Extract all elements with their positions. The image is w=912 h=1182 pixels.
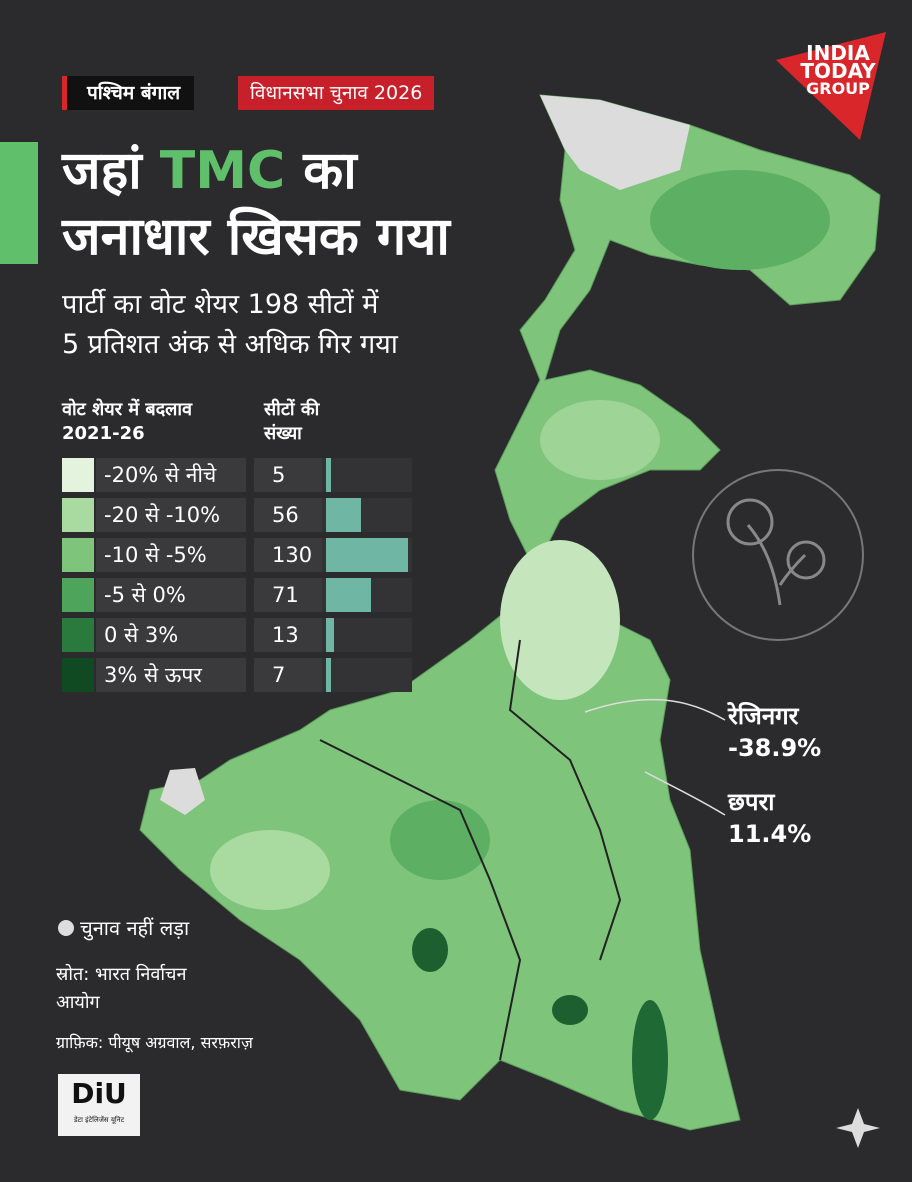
legend-count: 71 (254, 578, 322, 612)
legend-heading: वोट शेयर में बदलाव 2021-26 (62, 398, 192, 446)
diu-logo: DiU डेटा इंटेलिजेंस यूनिट (58, 1074, 140, 1136)
source: स्रोत: भारत निर्वाचन (56, 964, 187, 985)
legend-label: 3% से ऊपर (96, 658, 246, 692)
legend-heading: सीटों की संख्या (264, 398, 319, 446)
legend-bar (326, 498, 362, 532)
legend-count: 5 (254, 458, 322, 492)
legend-bar (326, 578, 371, 612)
election-badge: विधानसभा चुनाव 2026 (238, 76, 435, 110)
legend-bar (326, 658, 331, 692)
title-text: का (303, 141, 357, 201)
legend-label: -5 से 0% (96, 578, 246, 612)
legend-swatch (62, 658, 94, 692)
accent-bar (0, 142, 38, 264)
region-patch (632, 1000, 668, 1120)
legend-heading-text: संख्या (264, 423, 302, 444)
legend-heading-text: सीटों की (264, 399, 320, 420)
annotation-place: रेजिनगर (728, 702, 799, 730)
legend-label: -20 से -10% (96, 498, 246, 532)
not-contested-area (540, 95, 690, 190)
legend-count: 7 (254, 658, 322, 692)
title-text: जहां (62, 141, 142, 201)
legend-count: 13 (254, 618, 322, 652)
annotation-value: -38.9% (728, 734, 822, 762)
diu-text: DiU (71, 1077, 127, 1110)
region-patch (210, 830, 330, 910)
legend-bar-bg (322, 618, 412, 652)
region-patch (500, 540, 620, 700)
region-patch (552, 995, 588, 1025)
region-patch (650, 170, 830, 270)
annotation: छपरा 11.4% (728, 786, 811, 850)
party-symbol (786, 540, 826, 580)
sparkle-icon (836, 1108, 880, 1148)
subtitle: 5 प्रतिशत अंक से अधिक गिर गया (62, 329, 398, 360)
credit: ग्राफ़िक: पीयूष अग्रवाल, सरफ़राज़ (56, 1033, 253, 1052)
region-patch (390, 800, 490, 880)
region-badge: पश्चिम बंगाल (62, 76, 195, 110)
india-today-logo: INDIA TODAY GROUP (788, 41, 888, 98)
party-symbol-ring (692, 469, 864, 641)
not-contested-area (160, 768, 205, 815)
note-dot (58, 920, 74, 936)
annotation-leader (644, 771, 726, 816)
division-border (508, 639, 622, 961)
party-symbol (726, 498, 774, 546)
legend-bar (326, 538, 408, 572)
annotation: रेजिनगर -38.9% (728, 700, 821, 764)
subtitle: पार्टी का वोट शेयर 198 सीटों में (62, 289, 379, 320)
logo-text: TODAY (800, 59, 876, 83)
region-patch (412, 928, 448, 972)
annotation-place: छपरा (728, 788, 775, 816)
legend-bar (326, 458, 331, 492)
india-today-logo-bg (776, 32, 886, 140)
title-highlight: TMC (159, 141, 286, 201)
legend-bar (326, 618, 335, 652)
legend-heading-text: वोट शेयर में बदलाव (62, 399, 193, 420)
legend-label: -20% से नीचे (96, 458, 246, 492)
annotation-leader (584, 698, 726, 721)
legend-swatch (62, 498, 94, 532)
logo-text: GROUP (806, 79, 870, 98)
note: चुनाव नहीं लड़ा (80, 916, 190, 940)
annotation-value: 11.4% (728, 820, 812, 848)
title-line-2: जनाधार खिसक गया (62, 207, 450, 267)
region-patch (540, 400, 660, 480)
legend-bar-bg (322, 458, 412, 492)
source: आयोग (56, 992, 100, 1013)
title-line-1: जहां TMC का (62, 140, 357, 202)
legend-label: 0 से 3% (96, 618, 246, 652)
legend-count: 56 (254, 498, 322, 532)
logo-text: INDIA (806, 41, 870, 65)
legend-swatch (62, 458, 94, 492)
diu-tagline: डेटा इंटेलिजेंस यूनिट (73, 1116, 125, 1124)
division-border (319, 739, 522, 1061)
legend-swatch (62, 538, 94, 572)
legend-swatch (62, 578, 94, 612)
legend-swatch (62, 618, 94, 652)
legend-count: 130 (254, 538, 322, 572)
legend-bar-bg (322, 658, 412, 692)
legend-label: -10 से -5% (96, 538, 246, 572)
party-symbol (746, 524, 807, 606)
legend-heading-text: 2021-26 (62, 423, 145, 444)
